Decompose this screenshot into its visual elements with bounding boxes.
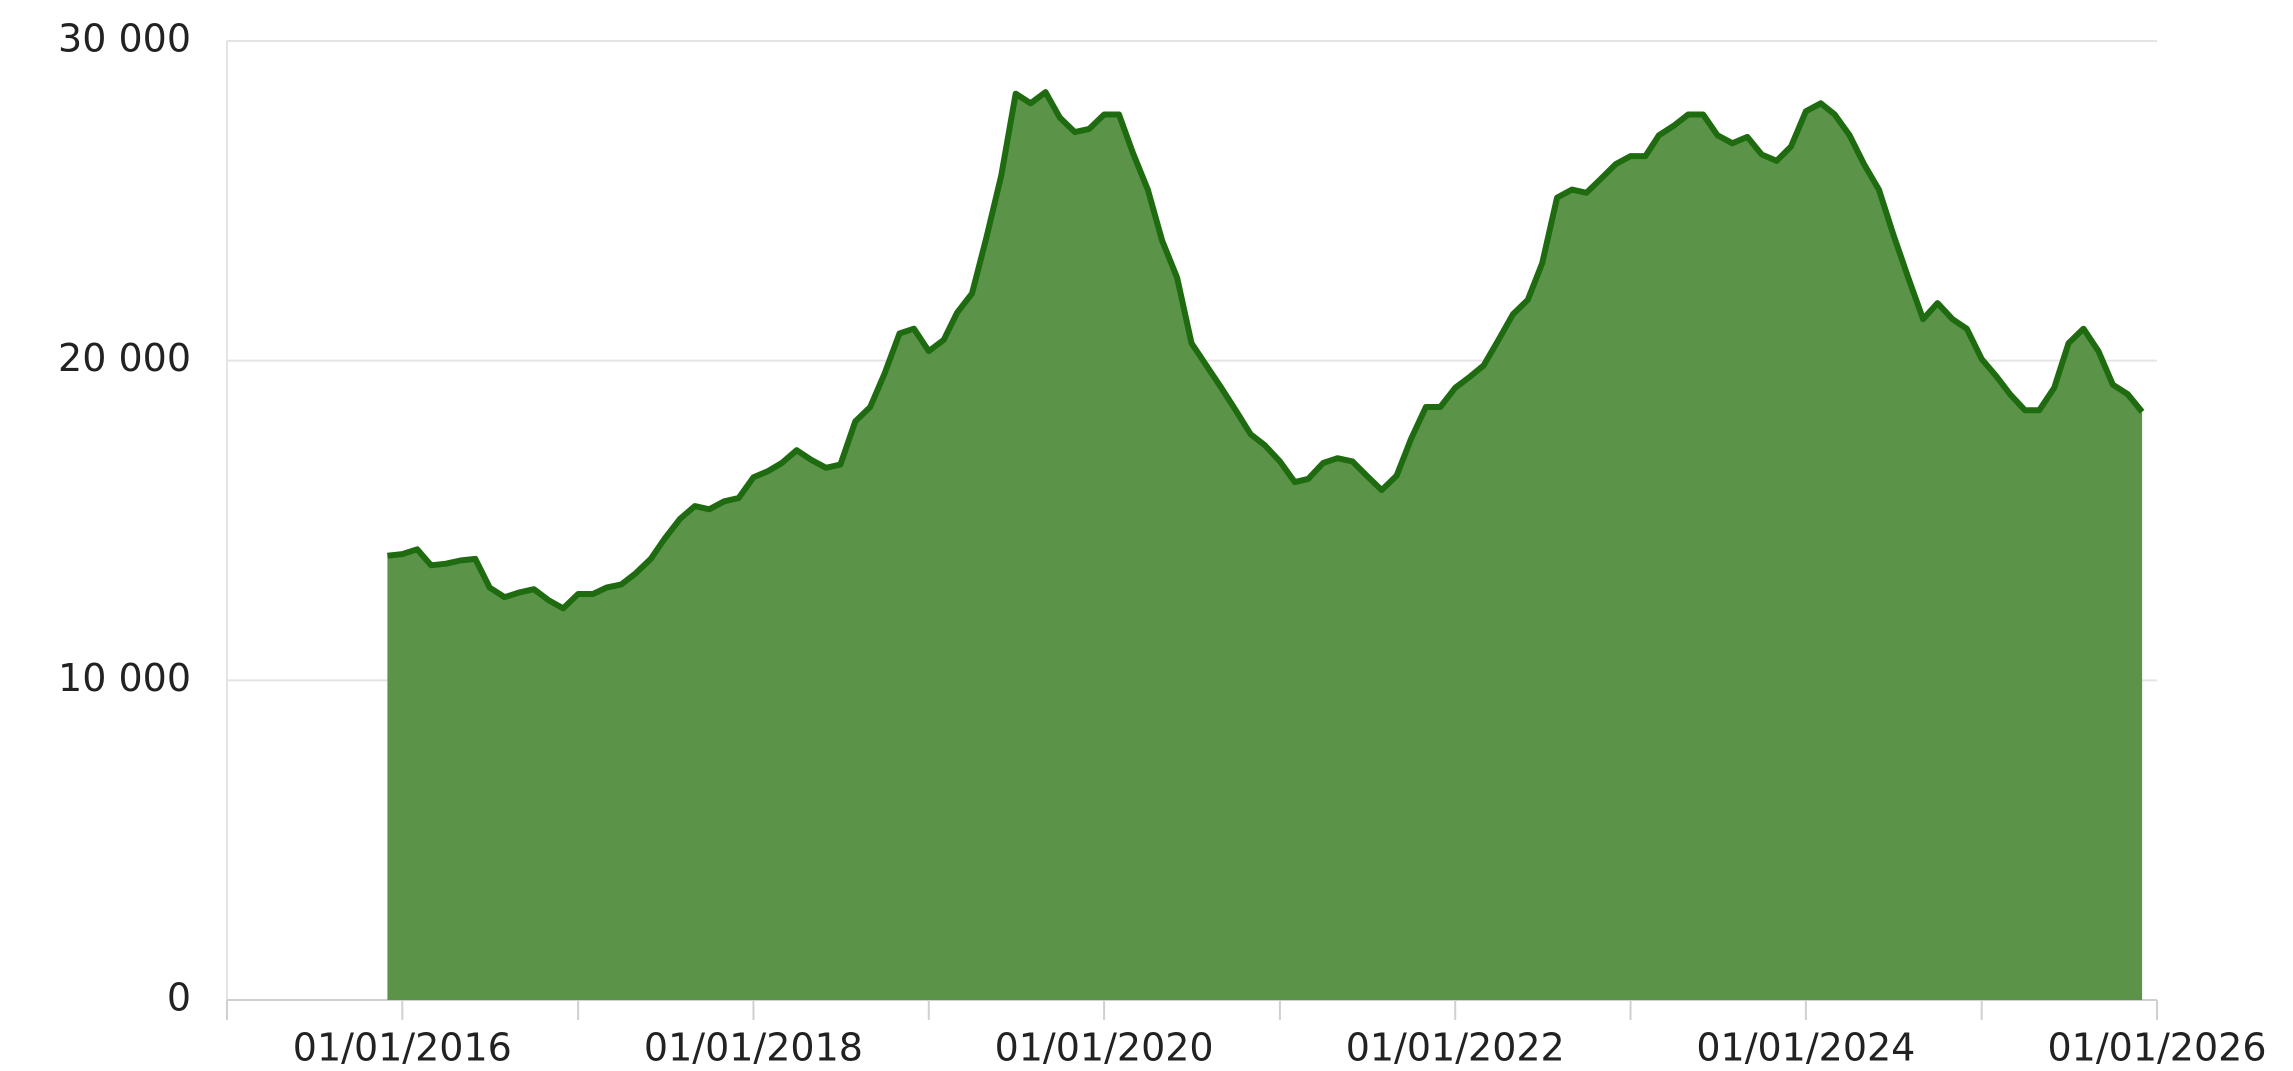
line (387, 89, 2145, 612)
y-tick-label: 10 000 (58, 656, 191, 700)
y-tick-label: 0 (167, 976, 191, 1020)
x-tick-label: 01/01/2016 (293, 1026, 512, 1070)
x-tick-label: 01/01/2024 (1696, 1026, 1915, 1070)
x-tick-label: 01/01/2026 (2047, 1026, 2266, 1070)
x-tick-label: 01/01/2022 (1346, 1026, 1565, 1070)
x-tick-label: 01/01/2020 (995, 1026, 1214, 1070)
y-tick-label: 20 000 (58, 336, 191, 380)
y-tick-label: 30 000 (58, 17, 191, 61)
area (387, 92, 2143, 1001)
x-tick-label: 01/01/2018 (644, 1026, 863, 1070)
